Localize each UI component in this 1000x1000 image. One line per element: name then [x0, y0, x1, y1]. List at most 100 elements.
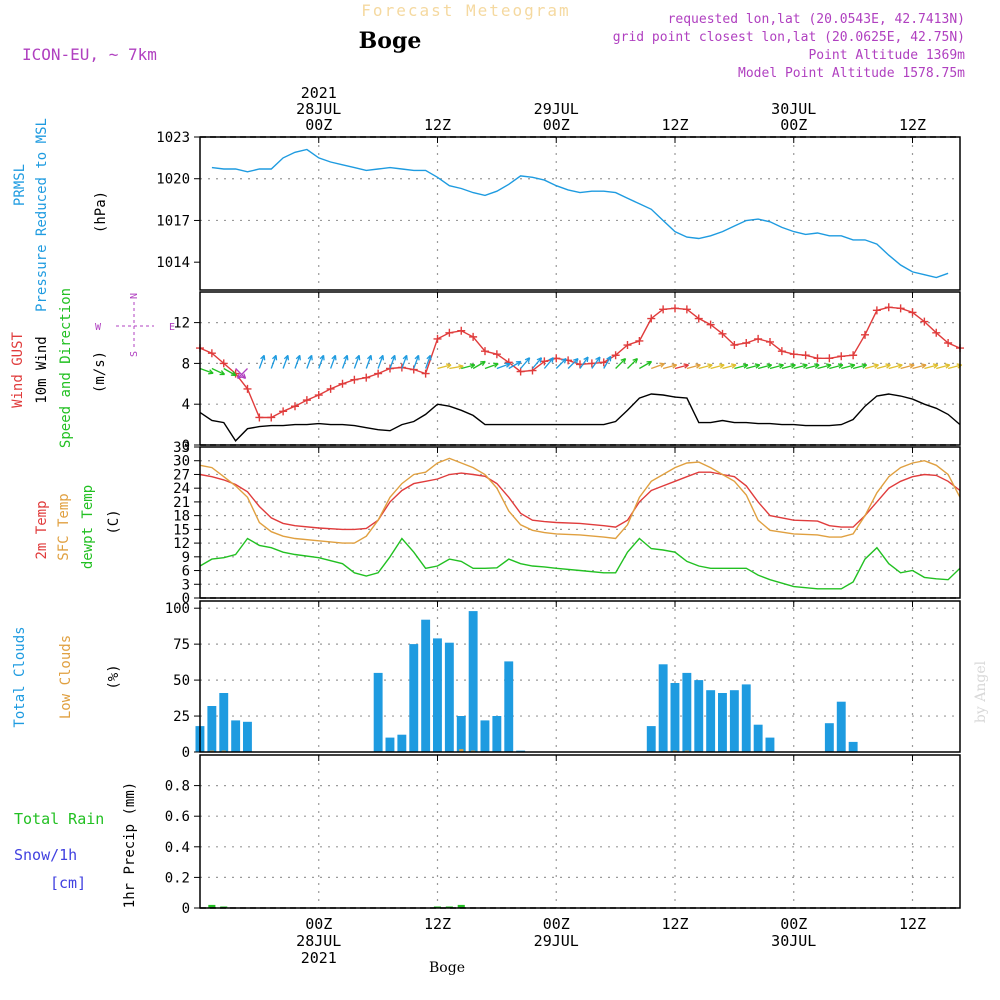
compass-west: W [95, 322, 102, 333]
gust-marker [623, 341, 632, 350]
gust-marker [433, 334, 442, 343]
total-clouds-bar [219, 693, 229, 752]
ytick-label-precip: 0.2 [165, 870, 190, 886]
wind-dir-arrowhead [515, 360, 522, 367]
wind-dir-arrow [627, 358, 638, 369]
top-time-label: 30JUL [771, 100, 816, 118]
wind-dir-arrowhead [343, 354, 349, 361]
ytick-label-temperature: 21 [173, 495, 190, 511]
total-clouds-bar [409, 644, 419, 752]
top-time-label: 12Z [424, 116, 451, 134]
wind-dir-arrow [413, 355, 420, 369]
wind-dir-arrowhead [445, 363, 452, 369]
wind-dir-arrow [353, 355, 360, 369]
compass-east: E [169, 322, 175, 333]
wind-dir-arrow [615, 358, 626, 369]
ytick-label-precip: 0 [182, 901, 190, 917]
top-time-label: 00Z [543, 116, 570, 134]
wind-dir-arrow [936, 364, 950, 370]
wind-dir-arrow [722, 364, 737, 370]
clouds-unit: (%) [106, 664, 122, 689]
wind-dir-arrowhead [414, 354, 420, 361]
info-altitude: Point Altitude 1369m [808, 48, 965, 63]
gust-marker [635, 336, 644, 345]
wind-dir-arrow [270, 355, 277, 369]
gust-label: Wind GUST [10, 332, 26, 408]
bottom-time-label: 00Z [780, 915, 807, 933]
wind-dir-arrowhead [730, 363, 737, 369]
wind-dir-arrow [199, 367, 214, 374]
total-clouds-bar [765, 737, 775, 752]
gust-marker [445, 328, 454, 337]
snow-label: Snow/1h [14, 846, 77, 864]
ytick-label-precip: 0.4 [165, 840, 190, 856]
wind-dir-arrowhead [236, 373, 243, 380]
wind-dir-arrow [496, 363, 511, 370]
wind-dir-arrow [461, 364, 475, 370]
gust-marker [908, 308, 917, 317]
total-clouds-bar [836, 701, 846, 752]
wind-label: 10m Wind [34, 336, 50, 403]
wind-dir-arrowhead [909, 363, 915, 369]
info-model-altitude: Model Point Altitude 1578.75m [738, 66, 965, 81]
compass-south: S [129, 351, 140, 357]
wind-dir-arrow [686, 364, 701, 370]
wind-dir-arrowhead [260, 354, 266, 361]
wind-dir-arrowhead [219, 370, 226, 376]
wind-dir-arrow [793, 364, 808, 370]
ytick-label-pressure: 1023 [156, 130, 190, 146]
ytick-label-temperature: 3 [182, 577, 190, 593]
wind-dir-arrowhead [458, 364, 464, 370]
wind-dir-arrow [449, 365, 464, 370]
ytick-label-wind: 12 [173, 316, 190, 332]
gust-marker [457, 326, 466, 335]
ytick-label-precip: 0.6 [165, 809, 190, 825]
gust-marker [647, 314, 656, 323]
wind-dir-arrow [237, 368, 248, 379]
wind-dir-arrowhead [766, 363, 773, 369]
wind-dir-arrow [567, 358, 579, 369]
wind-dir-arrowhead [778, 363, 784, 369]
gust-marker [884, 303, 893, 312]
top-time-label: 29JUL [534, 100, 579, 118]
gust-marker [671, 304, 679, 313]
temp-unit: (C) [106, 509, 122, 534]
gust-marker [481, 347, 489, 356]
wind-dir-arrow [900, 364, 915, 370]
wind-dir-arrowhead [426, 354, 432, 361]
credit: by Angel [973, 660, 989, 723]
wind-dir-arrow [425, 355, 432, 369]
bottom-time-label: 12Z [424, 915, 451, 933]
gust-marker [302, 396, 311, 405]
wind-dir-arrowhead [885, 363, 891, 369]
wind-dir-arrow [579, 356, 589, 369]
wind-dir-arrow [365, 355, 372, 369]
wind-dir-arrowhead [897, 363, 903, 369]
total-clouds-bar [718, 693, 727, 752]
total-clouds-bar [243, 721, 252, 752]
total-rain-label: Total Rain [14, 810, 104, 828]
wind-dir-arrow [437, 364, 452, 370]
total-clouds-bar [373, 672, 383, 752]
wind-dir-arrow [710, 364, 725, 370]
gust-marker [872, 306, 881, 315]
gust-marker [825, 354, 834, 363]
wind-unit: (m/s) [92, 351, 108, 393]
gust-marker [932, 328, 941, 337]
wind-dir-arrowhead [480, 360, 486, 367]
wind-dir-arrow [888, 364, 903, 370]
ytick-label-pressure: 1020 [156, 172, 190, 188]
wind-dir-arrow [817, 364, 832, 370]
total-clouds-bar [456, 716, 466, 752]
gust-marker [694, 314, 703, 323]
wind-dir-arrowhead [230, 370, 237, 377]
wind-dir-arrow [864, 364, 879, 370]
wind-dir-arrowhead [802, 363, 808, 369]
ytick-label-precip: 0.8 [165, 779, 190, 795]
total-clouds-bar [468, 611, 478, 752]
gust-marker [314, 391, 323, 400]
wind-dir-arrowhead [493, 362, 499, 368]
sfc-label: SFC Temp [56, 493, 72, 560]
wind-dir-arrowhead [707, 363, 713, 369]
